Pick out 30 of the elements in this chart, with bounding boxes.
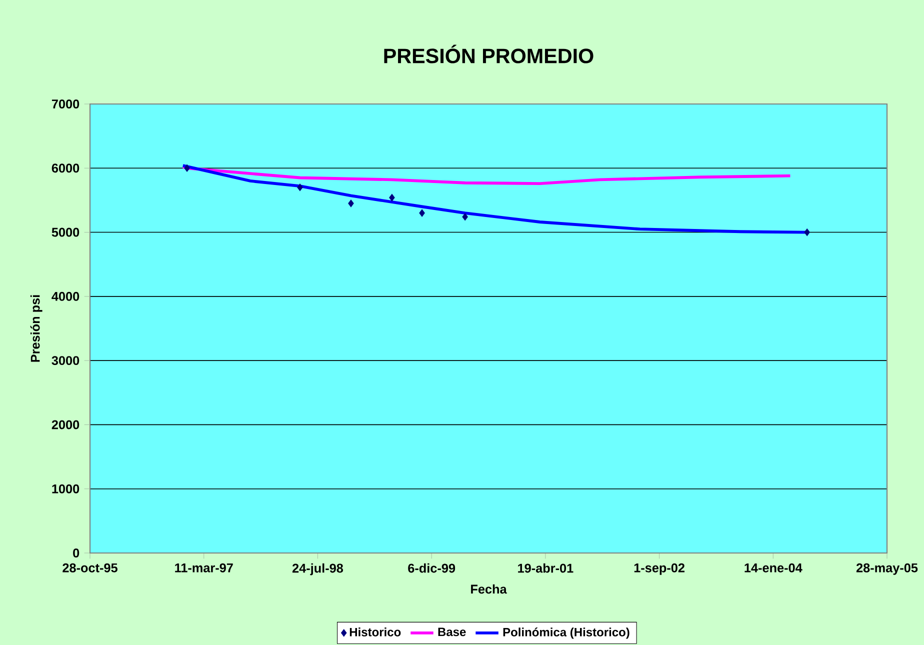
y-tick-label: 4000 [52, 292, 80, 301]
x-tick-label: 28-may-05 [856, 563, 918, 575]
legend-label: Base [438, 628, 466, 636]
legend-label: Polinómica (Historico) [503, 628, 630, 639]
y-axis-title: Presión psi [30, 295, 42, 362]
point [419, 209, 425, 217]
y-tick-label: 0 [73, 548, 80, 558]
y-tick-label: 1000 [52, 484, 80, 494]
x-tick-label: 1-sep-02 [634, 563, 684, 575]
y-tick-label: 6000 [52, 164, 80, 173]
x-tick-label: 11-mar-97 [175, 563, 233, 572]
point [297, 184, 303, 192]
x-axis-title: Fecha [471, 584, 507, 594]
point [348, 200, 354, 208]
chart-title: PRESIÓN PROMEDIO [384, 44, 594, 64]
y-tick-label: 3000 [52, 356, 80, 366]
point [804, 228, 810, 236]
legend-label: Historico [350, 628, 401, 636]
x-tick-label: 6-dic-99 [408, 563, 456, 573]
y-tick-label: 5000 [52, 228, 80, 237]
x-tick-label: 14-ene-04 [744, 563, 802, 572]
x-tick-label: 19-abr-01 [518, 563, 574, 573]
y-tick-label: 7000 [52, 100, 80, 108]
x-tick-label: 24-jul-98 [292, 563, 344, 576]
line-series [181, 165, 792, 185]
x-tick-label: 28-oct-95 [62, 563, 118, 572]
point [184, 164, 190, 172]
point [389, 194, 395, 202]
y-tick-label: 2000 [52, 420, 80, 430]
point [462, 213, 468, 221]
